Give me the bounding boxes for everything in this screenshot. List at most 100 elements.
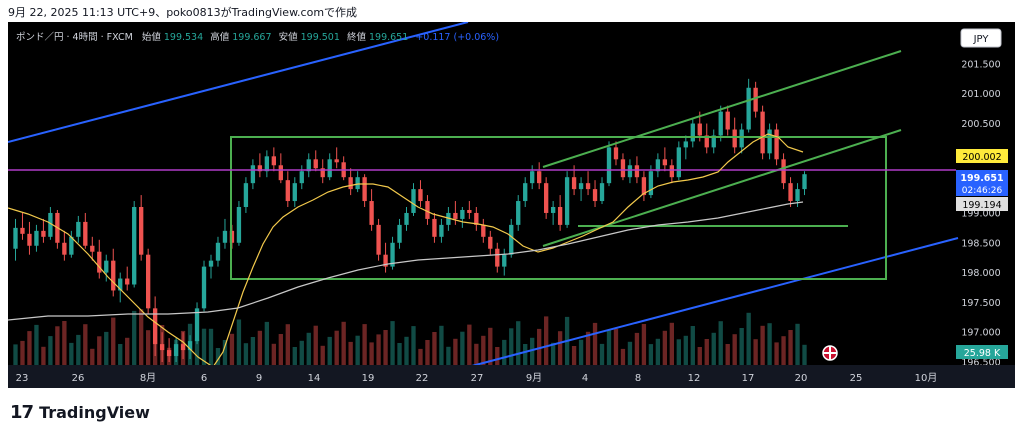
- volume-bar: [390, 321, 395, 365]
- candle-body: [187, 341, 193, 351]
- price-tick-label: 199.000: [961, 208, 1000, 219]
- volume-bar: [48, 336, 53, 365]
- candle-body: [62, 242, 67, 255]
- price-chart[interactable]: ポンド／円 · 4時間 · FXCM 始値 199.534 高値 199.667…: [7, 21, 1015, 388]
- candle-body: [592, 189, 598, 202]
- candle: [187, 335, 193, 360]
- trend-line-lower: [467, 237, 959, 368]
- candle-body: [194, 308, 200, 342]
- candle: [404, 207, 409, 231]
- legend-close: 199.651: [369, 32, 408, 43]
- candle-body: [474, 212, 479, 225]
- candle-body: [250, 165, 256, 184]
- candle: [83, 212, 88, 249]
- volume-bar: [578, 339, 584, 365]
- volume-bar: [718, 321, 723, 365]
- candle-body: [557, 207, 563, 225]
- volume-bar: [383, 330, 388, 365]
- volume-bar: [369, 342, 374, 365]
- candle-body: [739, 129, 744, 148]
- candle: [222, 218, 228, 249]
- time-tick-label: 25: [850, 373, 863, 384]
- candle: [306, 153, 311, 178]
- time-tick-label: 20: [795, 373, 808, 384]
- volume-bar: [453, 338, 458, 365]
- currency-button-label[interactable]: JPY: [973, 34, 990, 45]
- volume-bar: [20, 340, 25, 365]
- volume-bar: [537, 328, 542, 365]
- candle-body: [550, 207, 556, 213]
- candle-body: [634, 165, 640, 178]
- candle-body: [648, 171, 654, 196]
- candle: [383, 242, 388, 273]
- candle-body: [432, 218, 437, 237]
- volume-bar: [257, 330, 263, 365]
- currency-button[interactable]: JPY: [960, 28, 1002, 48]
- legend-high: 199.667: [232, 32, 271, 43]
- volume-bar: [481, 335, 486, 365]
- candle: [257, 153, 263, 178]
- candle: [523, 177, 528, 207]
- volume-bar: [250, 337, 256, 365]
- candle: [788, 177, 793, 207]
- candle: [439, 218, 444, 243]
- candle-body: [467, 209, 472, 213]
- candle-body: [152, 308, 158, 345]
- candle: [704, 123, 709, 154]
- volume-bar: [236, 319, 242, 365]
- chart-frame[interactable]: ポンド／円 · 4時間 · FXCM 始値 199.534 高値 199.667…: [7, 21, 1015, 388]
- volume-bar: [502, 339, 507, 365]
- candle-body: [278, 165, 283, 181]
- volume-bar: [90, 348, 95, 365]
- candle-body: [802, 174, 807, 190]
- volume-bar: [516, 321, 521, 365]
- candle: [173, 338, 179, 362]
- tradingview-logo[interactable]: 17 TradingView: [10, 402, 150, 423]
- candle: [683, 135, 688, 160]
- volume-bar: [523, 344, 528, 365]
- candle: [467, 201, 472, 219]
- candle: [516, 195, 521, 231]
- uk-flag-icon[interactable]: [822, 345, 838, 361]
- candle: [62, 230, 67, 261]
- candle-body: [564, 177, 570, 225]
- candle-body: [13, 227, 18, 249]
- volume-bar: [299, 340, 304, 365]
- candle: [718, 105, 723, 142]
- candle-body: [655, 159, 661, 172]
- volume-bar: [613, 328, 619, 365]
- candle-body: [509, 224, 514, 255]
- ma-short-line: [7, 133, 804, 368]
- candle: [97, 239, 102, 279]
- volume-bar: [788, 330, 793, 365]
- moving-averages: [7, 133, 804, 368]
- price-label-ma-text: 199.194: [962, 200, 1001, 211]
- candle-body: [355, 177, 360, 190]
- candle-body: [48, 212, 53, 237]
- candle: [725, 105, 730, 136]
- volume-bar: [592, 322, 598, 365]
- volume-bar: [753, 339, 758, 365]
- candle-body: [495, 248, 500, 267]
- candle-body: [795, 189, 800, 202]
- time-tick-label: 17: [742, 373, 755, 384]
- time-tick-label: 19: [362, 373, 375, 384]
- legend-change: +0.117 (+0.06%): [415, 32, 499, 43]
- volume-bar: [327, 336, 332, 365]
- candle: [530, 165, 535, 190]
- candle: [348, 168, 353, 196]
- price-tick-label: 200.500: [961, 119, 1000, 130]
- price-tick-label: 201.500: [961, 59, 1000, 70]
- volume-bar: [34, 324, 39, 365]
- legend-low: 199.501: [301, 32, 340, 43]
- volume-bar: [208, 328, 214, 365]
- candle: [299, 165, 304, 190]
- price-tick-label: 197.500: [961, 298, 1000, 309]
- candle-body: [166, 350, 172, 357]
- candle: [369, 189, 374, 231]
- candle-body: [669, 165, 675, 178]
- candle: [76, 215, 81, 243]
- candle-body: [718, 111, 723, 136]
- price-label-ma: 199.194: [956, 197, 1008, 211]
- candle: [132, 201, 137, 288]
